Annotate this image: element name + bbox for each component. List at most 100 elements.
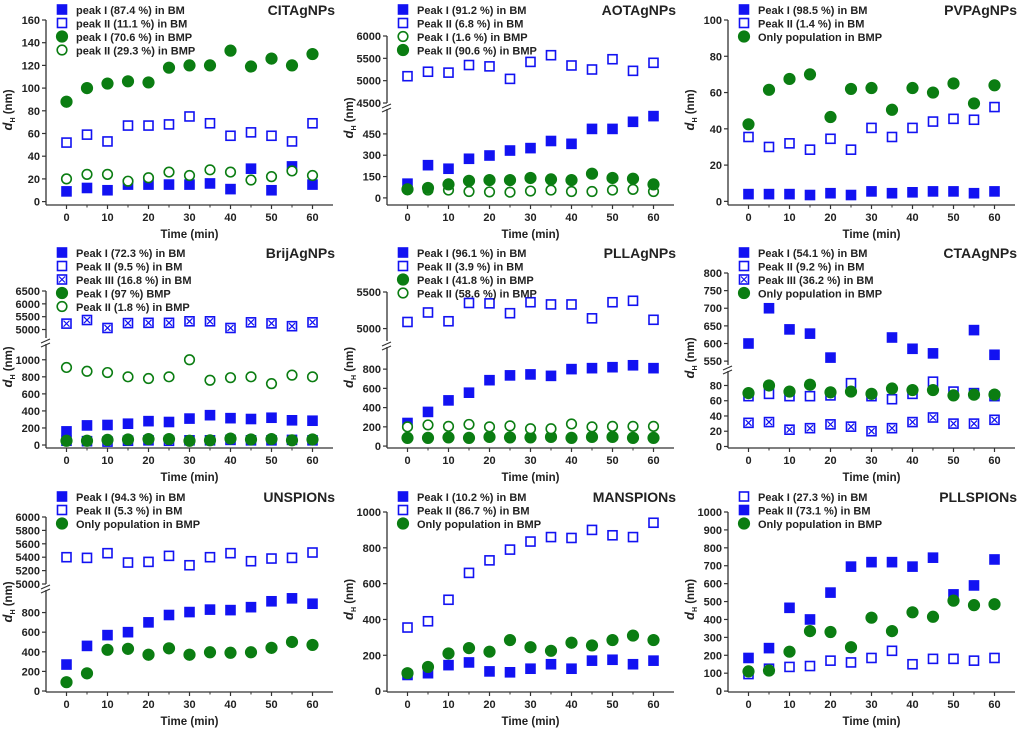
y-tick-label: 40 [710,411,722,423]
y-tick-label: 200 [363,422,381,434]
legend-label: Peak III (36.2 %) in BM [758,275,874,287]
y-tick-label: 200 [363,650,381,662]
x-tick-label: 50 [265,699,277,711]
data-point [845,144,857,155]
data-point [606,420,619,432]
data-point [845,561,857,572]
data-point [163,609,175,621]
data-point [503,633,517,647]
data-point [224,646,237,659]
data-point [825,187,836,199]
data-point [402,70,413,82]
data-point [804,328,816,339]
data-point-shape [545,49,557,61]
data-point [762,83,776,96]
data-point-shape [286,136,298,147]
legend-label: Peak I (72.3 %) in BM [76,248,185,260]
axis-break-mark [40,338,51,348]
data-point [442,431,455,444]
data-point [885,103,899,116]
data-point [265,432,278,446]
x-tick-label: 50 [265,455,277,467]
data-point-shape [968,187,980,199]
data-point-shape [422,615,434,627]
data-point-shape [163,550,175,562]
y-label-main: d [682,611,697,620]
series-0 [743,186,1000,201]
data-point [224,372,237,384]
data-point-shape [463,567,475,579]
data-point [988,388,1001,401]
data-point-shape [504,370,516,381]
x-tick-label: 10 [442,212,454,224]
data-point [866,186,877,197]
data-point [101,433,114,447]
data-point [906,81,919,95]
data-point [224,432,237,445]
data-point [60,361,73,374]
data-point-shape [81,552,93,564]
x-axis-label: Time (min) [502,229,560,241]
data-point [462,642,476,655]
data-point [225,412,236,424]
data-point [762,664,776,677]
legend-marker [55,30,69,43]
x-tick-label: 40 [565,699,577,711]
data-point-cross [145,319,152,327]
data-point [61,551,72,563]
data-point [442,420,455,432]
data-point [266,553,277,564]
data-point [627,116,639,128]
data-point [81,640,93,652]
data-point [804,189,816,201]
data-point [763,642,775,654]
data-point [306,638,319,652]
data-point-shape [866,186,877,197]
data-point-shape [948,113,959,125]
x-tick-label: 0 [63,699,69,711]
data-point-shape [525,296,536,308]
data-point-shape [484,61,495,72]
y-label-unit: (nm) [3,346,15,374]
data-point [81,129,93,140]
data-point [907,561,918,572]
panel-pvpagnps: 0 10 20 30 40 50 60 0 20 40 60 80 100 Time (min) dH (n… [682,2,1017,241]
data-point-shape [586,362,598,374]
data-point [525,142,536,154]
data-point-shape [648,110,659,122]
x-tick-label: 30 [183,212,195,224]
x-tick-label: 60 [988,455,1000,467]
data-point [122,557,134,568]
legend-marker [397,260,409,272]
panel-title: PVPAgNPs [944,2,1017,18]
x-tick-label: 50 [265,212,277,224]
data-point [245,413,257,425]
data-point [421,431,435,444]
data-point-shape [245,555,257,567]
legend-marker-shape [738,504,750,516]
data-point [865,81,878,95]
legend-label: peak II (29.3 %) in BMP [76,46,195,58]
data-point [484,150,495,161]
data-point [245,601,257,613]
data-point-shape [607,654,618,666]
data-point [60,173,73,185]
data-point-cross [268,319,275,327]
panel-title: AOTAgNPs [602,2,677,18]
data-point-cross [186,317,193,325]
data-point-cross [104,324,111,332]
legend-label: peak I (70.6 %) in BMP [76,32,192,44]
legend-marker [738,504,750,516]
x-tick-label: 0 [745,212,751,224]
data-point-shape [804,189,816,201]
data-point-shape [784,324,795,335]
data-point [443,594,454,606]
legend-label: Only population in BMP [758,32,882,44]
y-label-main: d [0,614,15,623]
y-tick-label: 800 [22,372,40,384]
y-tick-label: 200 [22,666,40,678]
data-point [906,606,919,619]
data-point [844,385,858,398]
data-point-shape [627,295,639,307]
series-1 [743,552,1000,664]
